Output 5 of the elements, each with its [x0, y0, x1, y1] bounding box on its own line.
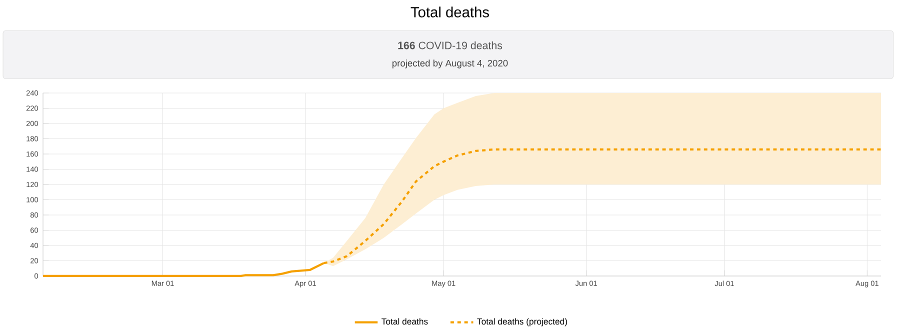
legend-label: Total deaths	[382, 318, 428, 325]
text: projected by August 4, 2020	[392, 60, 508, 68]
chart-title: Total deaths	[410, 6, 489, 18]
chart-subtitle: 166 COVID-19 deaths	[398, 41, 502, 50]
legend-label: Total deaths (projected)	[477, 318, 567, 326]
